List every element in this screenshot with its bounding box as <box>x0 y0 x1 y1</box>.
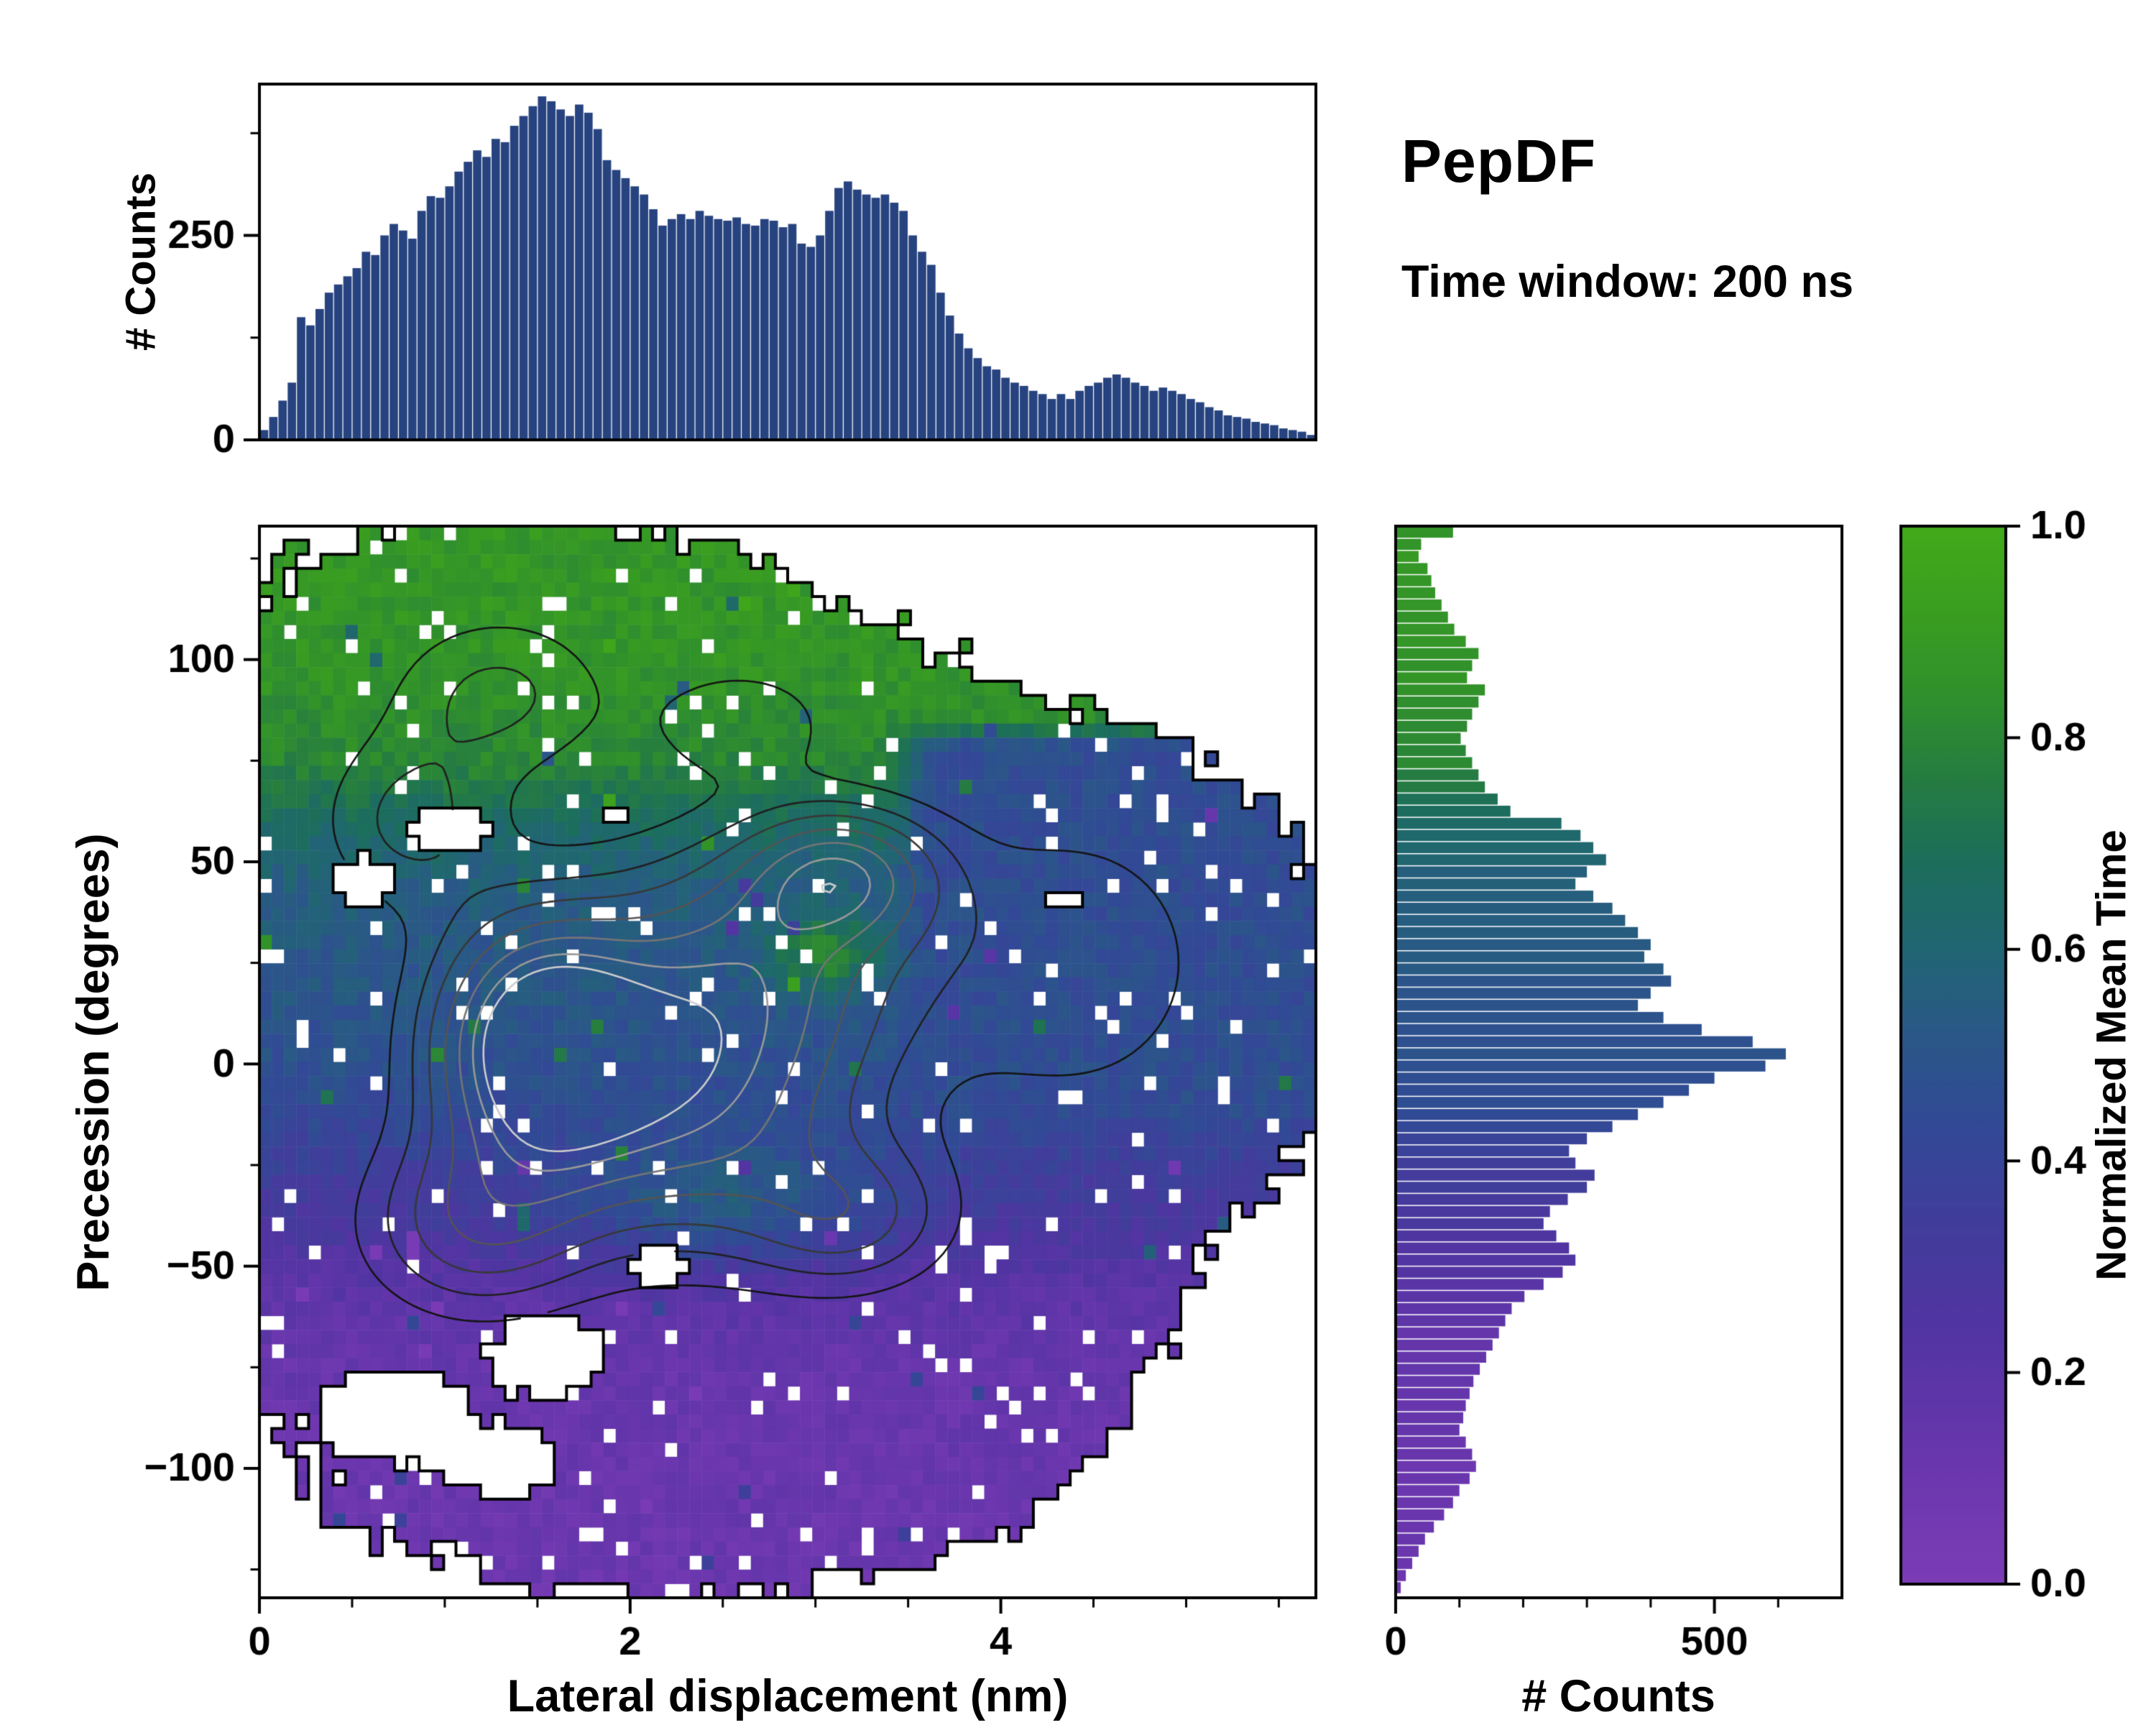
heatmap-panel <box>259 526 1316 1598</box>
main-x-axis-label: Lateral displacement (nm) <box>507 1671 1069 1721</box>
main-y-axis-label: Precession (degrees) <box>68 833 119 1292</box>
colorbar-label: Normalized Mean Time <box>2088 829 2135 1281</box>
right-x-axis-label: # Counts <box>1521 1671 1715 1721</box>
plot-subtitle: Time window: 200 ns <box>1401 257 1853 307</box>
right-histogram-panel <box>1396 526 1842 1598</box>
plot-title: PepDF <box>1401 127 1597 195</box>
top-y-axis-label: # Counts <box>117 172 165 351</box>
top-histogram-panel <box>259 84 1316 440</box>
colorbar-panel <box>1901 526 2006 1584</box>
